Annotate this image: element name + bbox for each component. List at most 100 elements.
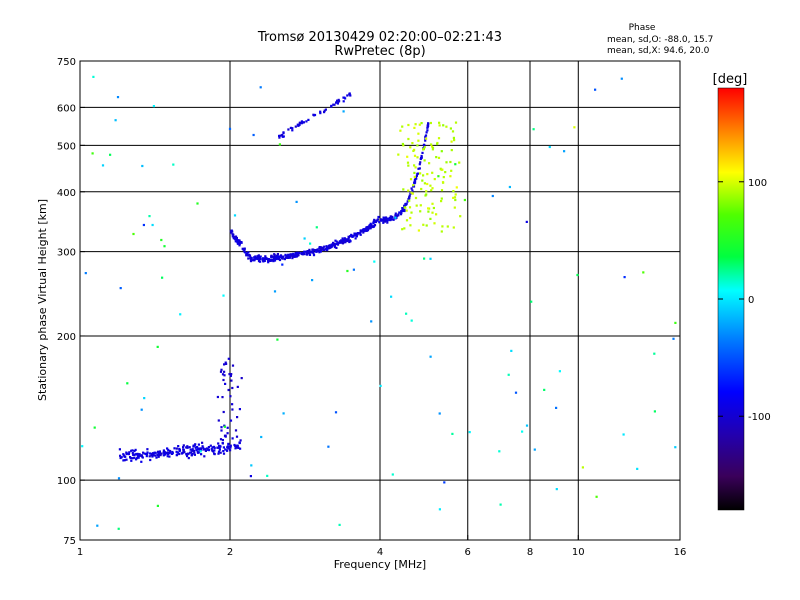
data-point: [229, 230, 232, 233]
data-point: [224, 435, 227, 438]
data-points: [81, 75, 677, 530]
data-point: [318, 251, 321, 254]
data-point: [411, 142, 414, 145]
data-point: [133, 456, 136, 459]
data-point: [234, 240, 237, 243]
data-point: [278, 134, 281, 137]
y-tick-label: 750: [57, 57, 76, 68]
data-point: [152, 105, 155, 108]
data-point: [429, 121, 432, 125]
data-point: [420, 122, 423, 125]
data-point: [499, 503, 502, 506]
data-point: [401, 207, 404, 210]
data-point: [228, 447, 231, 450]
data-point: [149, 458, 152, 462]
data-point: [284, 253, 287, 256]
data-point: [220, 429, 223, 432]
data-point: [525, 220, 528, 223]
data-point: [262, 257, 265, 260]
data-point: [231, 233, 234, 236]
data-point: [346, 269, 349, 273]
data-point: [386, 219, 389, 223]
data-point: [273, 258, 276, 261]
data-point: [351, 235, 354, 238]
data-point: [270, 254, 273, 257]
data-point: [319, 250, 322, 253]
data-point: [239, 447, 242, 450]
data-point: [530, 300, 533, 303]
data-point: [196, 202, 199, 205]
data-point: [423, 159, 426, 162]
data-point: [426, 182, 429, 186]
data-point: [263, 259, 266, 262]
data-point: [417, 139, 420, 142]
data-point: [440, 197, 443, 200]
data-point: [227, 357, 230, 360]
data-point: [118, 448, 121, 451]
data-point: [405, 203, 408, 206]
data-point: [437, 175, 440, 178]
data-point: [358, 232, 361, 235]
data-point: [437, 137, 441, 140]
data-point: [403, 227, 406, 230]
data-point: [368, 224, 371, 227]
data-point: [327, 247, 331, 250]
data-point: [349, 240, 352, 243]
data-point: [344, 239, 348, 242]
data-point: [264, 255, 267, 258]
data-point: [332, 103, 335, 106]
data-point: [385, 218, 388, 221]
data-point: [122, 453, 125, 456]
data-point: [226, 432, 229, 435]
y-tick-label: 300: [57, 248, 76, 259]
data-point: [238, 408, 241, 411]
data-point: [222, 452, 226, 455]
data-point: [196, 450, 199, 453]
data-point: [119, 454, 122, 457]
data-point: [243, 250, 246, 253]
data-point: [319, 110, 322, 113]
data-point: [200, 453, 203, 456]
data-point: [309, 242, 312, 245]
data-point: [135, 453, 138, 456]
data-point: [238, 244, 241, 247]
data-point: [236, 241, 239, 244]
y-tick-label: 400: [57, 188, 76, 199]
data-point: [419, 172, 422, 175]
data-point: [156, 504, 159, 507]
data-point: [226, 445, 229, 448]
data-point: [397, 213, 400, 216]
data-point: [166, 447, 169, 450]
data-point: [333, 246, 336, 249]
data-point: [224, 448, 227, 451]
data-point: [250, 464, 253, 467]
data-point: [394, 216, 397, 219]
data-point: [231, 437, 234, 440]
data-point: [125, 452, 128, 456]
data-point: [363, 229, 366, 232]
data-point: [311, 251, 314, 254]
data-point: [253, 259, 256, 262]
data-point: [424, 135, 427, 138]
data-point: [182, 444, 185, 447]
data-point: [96, 524, 99, 527]
data-point: [222, 378, 225, 382]
data-point: [134, 448, 137, 451]
data-point: [425, 137, 428, 140]
data-point: [521, 430, 524, 433]
data-point: [157, 455, 160, 458]
data-point: [178, 448, 181, 451]
data-point: [406, 200, 409, 203]
data-point: [232, 235, 236, 239]
data-point: [141, 164, 144, 168]
data-point: [405, 312, 408, 315]
data-point: [144, 452, 148, 455]
data-point: [431, 148, 434, 151]
data-point: [169, 449, 172, 453]
data-point: [160, 238, 163, 242]
gridlines: [80, 61, 680, 540]
data-point: [143, 397, 146, 400]
x-axis-label: Frequency [MHz]: [334, 558, 426, 571]
data-point: [344, 238, 347, 241]
data-point: [202, 446, 205, 449]
